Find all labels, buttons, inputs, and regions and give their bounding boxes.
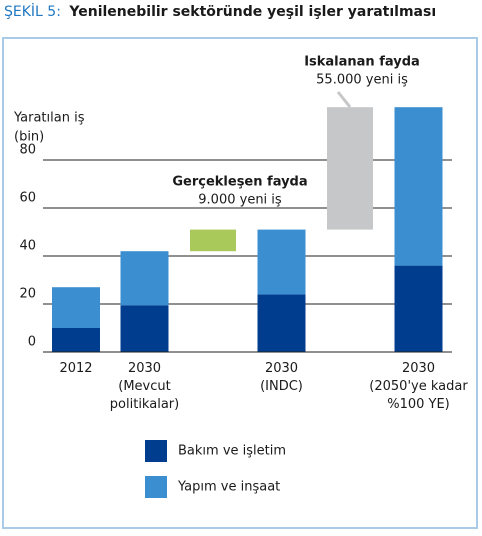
x-tick-line: 2030 [402,361,435,376]
bar [120,305,169,352]
x-tick-line: politikalar) [110,397,179,412]
x-tick-label: 2012 [59,361,92,376]
x-tick-line: (Mevcut [118,379,170,394]
legend-swatch [145,476,167,498]
x-tick-line: (INDC) [260,379,303,394]
bar [120,251,169,306]
y-tick-label: 60 [19,191,36,206]
bridge-box [327,107,373,230]
x-tick-label: 2030 (INDC) [260,361,303,394]
y-axis-label: (bin) [14,130,44,145]
y-tick-label: 0 [28,335,36,350]
bar [52,328,100,352]
x-tick-label: 2030 (2050'ye kadar %100 YE) [369,361,468,412]
chart-title: ŞEKİL 5: Yenilenebilir sektöründe yeşil … [4,2,436,20]
y-tick-label: 40 [19,239,36,254]
bridge-box [190,229,236,252]
y-axis-label: Yaratılan iş [13,111,85,126]
bridge-title: Iskalanan fayda [304,55,420,70]
legend-swatch [145,440,167,462]
legend-label: Bakım ve işletim [178,444,286,459]
bar [257,229,306,295]
bridge-label: 9.000 yeni iş [198,193,282,208]
title-text: Yenilenebilir sektöründe yeşil işler yar… [68,4,436,20]
bar [257,294,306,352]
x-tick-line: 2030 [265,361,298,376]
legend-label: Yapım ve inşaat [177,480,280,495]
bridge-title: Gerçekleşen fayda [172,175,307,190]
bar [394,265,443,352]
bar [394,107,443,266]
connector [336,91,352,108]
x-tick-line: (2050'ye kadar [369,379,468,394]
y-tick-label: 20 [19,287,36,302]
x-tick-line: %100 YE) [387,397,450,412]
y-tick-label: 80 [19,143,36,158]
bar [52,287,100,328]
x-tick-label: 2030 (Mevcut politikalar) [110,361,179,412]
x-tick-line: 2012 [59,361,92,376]
title-prefix: ŞEKİL 5: [4,2,61,20]
x-tick-line: 2030 [128,361,161,376]
bridge-label: 55.000 yeni iş [316,73,408,88]
frame [2,37,478,529]
